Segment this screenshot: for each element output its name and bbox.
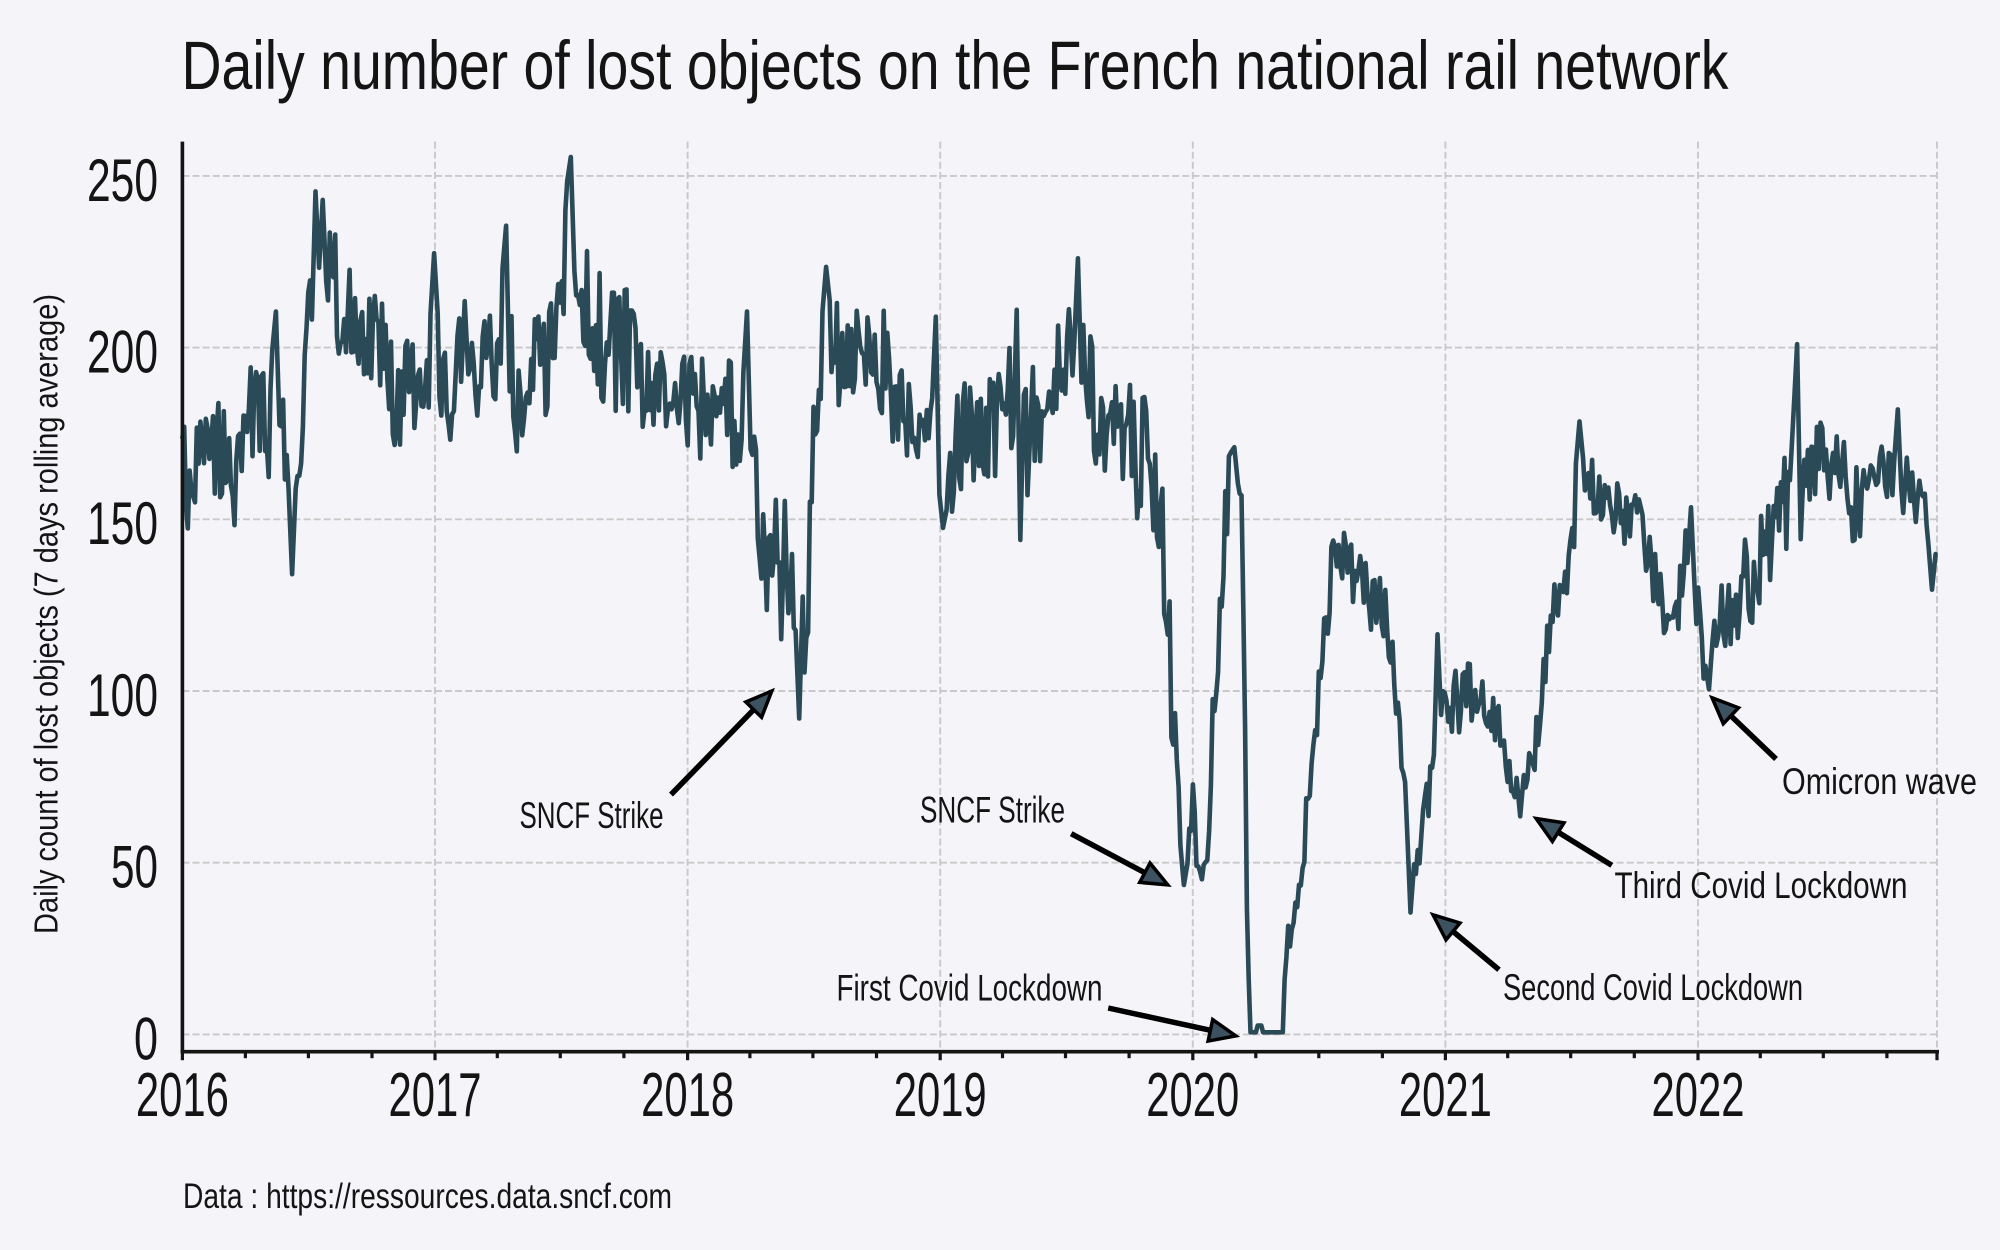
svg-text:Third Covid Lockdown: Third Covid Lockdown	[1615, 865, 1908, 906]
svg-text:Second Covid Lockdown: Second Covid Lockdown	[1503, 967, 1803, 1008]
svg-text:200: 200	[87, 319, 158, 386]
svg-text:150: 150	[87, 490, 158, 557]
svg-text:2020: 2020	[1146, 1061, 1239, 1130]
svg-text:Data : https://ressources.data: Data : https://ressources.data.sncf.com	[183, 1177, 672, 1216]
svg-text:Daily count of lost objects (7: Daily count of lost objects (7 days roll…	[28, 294, 65, 934]
svg-text:250: 250	[87, 147, 158, 214]
svg-text:2017: 2017	[389, 1061, 482, 1130]
svg-text:SNCF Strike: SNCF Strike	[520, 795, 664, 836]
svg-text:SNCF Strike: SNCF Strike	[920, 790, 1065, 831]
svg-text:Daily number of lost objects o: Daily number of lost objects on the Fren…	[182, 27, 1729, 104]
svg-text:2018: 2018	[641, 1061, 734, 1130]
svg-text:0: 0	[134, 1005, 158, 1072]
svg-text:Omicron wave: Omicron wave	[1782, 761, 1977, 802]
svg-text:2021: 2021	[1399, 1061, 1492, 1130]
svg-text:2016: 2016	[136, 1061, 229, 1130]
svg-text:50: 50	[111, 834, 158, 901]
svg-text:2022: 2022	[1652, 1061, 1745, 1130]
svg-text:First Covid Lockdown: First Covid Lockdown	[837, 968, 1103, 1009]
svg-text:2019: 2019	[894, 1061, 987, 1130]
svg-text:100: 100	[87, 662, 158, 729]
